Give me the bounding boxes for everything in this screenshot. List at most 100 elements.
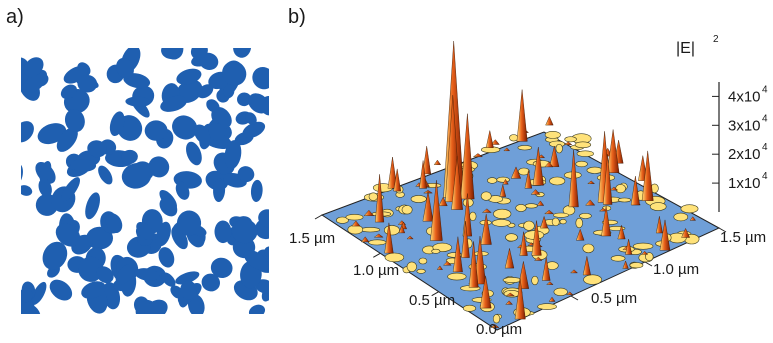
z-axis-label: |E|	[676, 40, 695, 57]
field-peak	[536, 200, 545, 206]
field-peak	[564, 141, 573, 145]
surface-patch	[401, 205, 413, 215]
field-peak	[373, 233, 384, 238]
field-peak	[468, 241, 479, 288]
texture-blob	[21, 185, 33, 196]
surface-patch	[447, 272, 467, 281]
texture-blob	[85, 192, 100, 220]
surface-patch	[559, 219, 567, 225]
field-peak	[548, 296, 556, 302]
panel-label-a: a)	[6, 6, 24, 28]
y-tick-mark	[570, 295, 579, 301]
field-peak	[516, 89, 528, 142]
surface-patch	[384, 252, 405, 263]
field-peak	[436, 265, 443, 270]
field-peak	[622, 260, 629, 269]
y-tick-label: 1.5 µm	[720, 229, 766, 246]
z-tick-exponent: 4	[762, 142, 768, 153]
texture-blob	[175, 181, 190, 200]
texture-blob	[248, 93, 269, 114]
x-tick-mark	[431, 291, 439, 297]
surface-patch	[360, 227, 381, 233]
surface-patch	[431, 248, 441, 254]
field-peak	[641, 150, 654, 201]
texture-blob	[70, 159, 97, 172]
field-peak	[549, 145, 560, 167]
surface-patch	[586, 166, 603, 174]
surface-patch	[629, 262, 644, 269]
surface-patch	[368, 192, 378, 201]
surface-patch	[345, 214, 364, 221]
field-peak	[480, 214, 492, 245]
field-peak	[625, 239, 633, 255]
surface-patch	[517, 145, 532, 151]
surface-patch	[632, 242, 654, 250]
texture-blob	[98, 165, 113, 185]
y-tick-label: 1.0 µm	[653, 261, 699, 278]
texture-blob	[144, 120, 168, 141]
surface-patch	[335, 216, 349, 224]
field-peak	[485, 130, 494, 148]
field-peak	[576, 228, 585, 241]
texture-blob	[261, 277, 269, 302]
texture-blob	[115, 263, 136, 285]
x-axis-ticks: 0.0 µm 0.5 µm 1.0 µm 1.5 µm	[289, 214, 522, 338]
surface-patch	[531, 275, 539, 286]
surface-patch	[576, 150, 594, 157]
texture-blob	[242, 121, 266, 139]
field-peak	[472, 153, 484, 157]
field-peak	[481, 208, 492, 213]
field-peak	[384, 222, 394, 254]
x-tick-mark	[314, 214, 323, 220]
field-peak	[568, 149, 579, 208]
texture-blob	[121, 162, 152, 189]
texture-blob	[87, 140, 107, 158]
field-peak	[499, 184, 507, 197]
surface-patch	[649, 202, 667, 211]
texture-blob	[172, 115, 198, 140]
field-peak	[587, 180, 596, 184]
x-tick-label: 1.0 µm	[353, 262, 399, 279]
field-peak	[438, 196, 448, 206]
surface-patch	[518, 167, 530, 176]
surface-patch	[383, 225, 400, 236]
y-axis-ticks: 0.5 µm 1.0 µm 1.5 µm	[570, 227, 766, 307]
surface-patch	[406, 261, 417, 272]
surface-patch	[553, 287, 568, 297]
field-peak	[406, 235, 414, 240]
field-peak	[430, 180, 443, 241]
texture-blob	[134, 268, 160, 281]
texture-blob	[96, 266, 114, 284]
surface-patch	[469, 211, 477, 221]
texture-blob	[248, 304, 266, 314]
field-peak	[514, 278, 526, 320]
field-peak	[451, 156, 463, 210]
y-tick-label: 0.5 µm	[591, 290, 637, 307]
surface-patch	[509, 134, 519, 142]
texture-blob	[258, 209, 269, 228]
surface-patch	[416, 268, 426, 274]
field-peak	[630, 176, 640, 206]
surface-patch	[549, 176, 566, 186]
texture-blob	[109, 111, 125, 137]
field-peak	[452, 236, 463, 273]
field-peak	[510, 166, 522, 179]
field-peak	[681, 227, 691, 238]
film-texture-image	[21, 48, 269, 314]
field-peak	[689, 216, 697, 221]
field-peak	[655, 216, 663, 234]
field-peak	[530, 189, 541, 195]
field-peak	[606, 129, 620, 173]
z-tick-label: 4x10	[728, 88, 761, 105]
texture-blob	[136, 221, 154, 241]
surface-patch	[579, 212, 592, 219]
surface-patch	[502, 277, 522, 283]
texture-blob	[176, 210, 202, 236]
field-peak	[490, 139, 500, 145]
texture-blob	[176, 68, 202, 85]
field-peak	[534, 256, 543, 261]
surface-patch	[575, 217, 583, 229]
surface-patch	[615, 184, 626, 194]
